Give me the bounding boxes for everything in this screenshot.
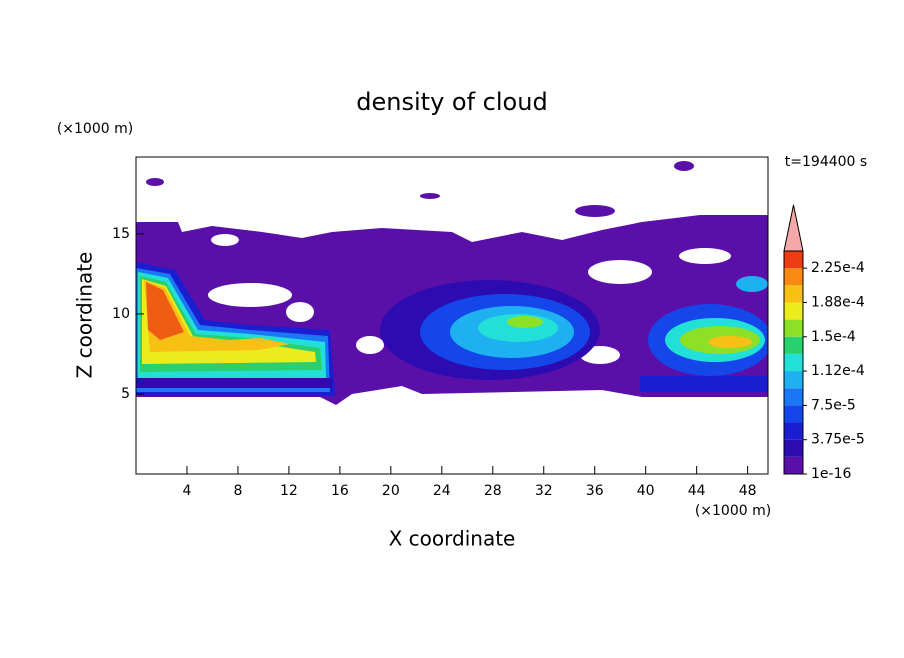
colorbar-band bbox=[784, 405, 803, 423]
time-annotation: t=194400 s bbox=[785, 154, 867, 170]
field-region bbox=[146, 282, 184, 340]
y-tick-label: 15 bbox=[112, 226, 130, 242]
colorbar-band bbox=[784, 336, 803, 354]
y-unit: (×1000 m) bbox=[57, 121, 133, 137]
colorbar-extend bbox=[783, 204, 804, 252]
colorbar-tick-label: 1.12e-4 bbox=[811, 363, 865, 379]
field-region bbox=[507, 316, 543, 328]
colorbar-band bbox=[784, 319, 803, 337]
x-tick-label: 36 bbox=[586, 483, 604, 499]
colorbar-band bbox=[784, 285, 803, 303]
colorbar-band bbox=[784, 388, 803, 406]
colorbar-band bbox=[784, 251, 803, 269]
x-unit: (×1000 m) bbox=[695, 503, 771, 519]
colorbar-band bbox=[784, 268, 803, 286]
x-tick-label: 24 bbox=[433, 483, 451, 499]
field-region bbox=[211, 234, 239, 246]
y-axis-label: Z coordinate bbox=[73, 252, 97, 379]
x-tick-label: 48 bbox=[739, 483, 757, 499]
field-region bbox=[708, 336, 752, 348]
field-region bbox=[640, 376, 768, 392]
colorbar-band bbox=[784, 439, 803, 457]
x-tick-label: 44 bbox=[688, 483, 706, 499]
colorbar-band bbox=[784, 456, 803, 474]
colorbar-tick-label: 1e-16 bbox=[811, 466, 851, 482]
chart-title: density of cloud bbox=[356, 88, 547, 116]
x-tick-label: 20 bbox=[382, 483, 400, 499]
colorbar-tick-label: 7.5e-5 bbox=[811, 397, 856, 413]
field-region bbox=[420, 193, 440, 199]
colorbar-frame bbox=[783, 250, 804, 475]
x-axis-label: X coordinate bbox=[389, 527, 516, 551]
colorbar-tick-label: 3.75e-5 bbox=[811, 432, 865, 448]
field-region bbox=[679, 248, 731, 264]
x-tick-label: 40 bbox=[637, 483, 655, 499]
colorbar-tick-label: 1.5e-4 bbox=[811, 329, 856, 345]
field-region bbox=[736, 276, 768, 292]
x-tick-label: 32 bbox=[535, 483, 553, 499]
x-tick-label: 8 bbox=[233, 483, 242, 499]
colorbar-tick-label: 2.25e-4 bbox=[811, 260, 865, 276]
x-tick-label: 28 bbox=[484, 483, 502, 499]
x-tick-label: 16 bbox=[331, 483, 349, 499]
colorbar-band bbox=[784, 371, 803, 389]
field-region bbox=[146, 178, 164, 186]
plot-frame bbox=[135, 156, 769, 475]
field-region bbox=[674, 161, 694, 171]
x-tick-label: 4 bbox=[183, 483, 192, 499]
x-tick-label: 12 bbox=[280, 483, 298, 499]
field-region bbox=[575, 205, 615, 217]
contour-field bbox=[136, 161, 768, 405]
colorbar-band bbox=[784, 353, 803, 372]
y-tick-label: 5 bbox=[121, 386, 130, 402]
y-tick-label: 10 bbox=[112, 306, 130, 322]
colorbar-band bbox=[784, 302, 803, 320]
field-region bbox=[136, 378, 332, 388]
field-region bbox=[588, 260, 652, 284]
field-region bbox=[286, 302, 314, 322]
field-region bbox=[144, 280, 290, 352]
field-region bbox=[356, 336, 384, 354]
colorbar-band bbox=[784, 422, 803, 440]
colorbar-tick-label: 1.88e-4 bbox=[811, 294, 865, 310]
field-region bbox=[208, 283, 292, 307]
